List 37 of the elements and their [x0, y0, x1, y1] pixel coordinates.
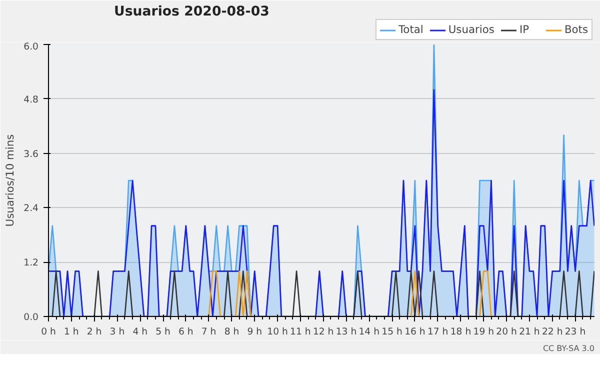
x-tick-label: 6 h	[178, 326, 194, 338]
x-tick-label: 7 h	[201, 326, 216, 338]
x-tick-label: 15 h	[382, 326, 402, 338]
y-tick-label: 2.4	[24, 203, 39, 214]
x-tick-label: 21 h	[519, 326, 540, 338]
x-tick-label: 2 h	[86, 326, 102, 338]
x-tick-label: 13 h	[336, 326, 357, 338]
x-tick-label: 5 h	[156, 326, 171, 338]
x-tick-label: 23 h	[564, 326, 586, 338]
x-tick-label: 9 h	[247, 326, 262, 338]
x-tick-label: 17 h	[427, 326, 448, 338]
y-tick-label: 6.0	[24, 42, 39, 52]
x-tick-label: 12 h	[312, 326, 334, 338]
x-tick-label: 1 h	[64, 326, 79, 338]
chart-title: Usuarios 2020-08-03	[114, 4, 270, 20]
legend-label: Total	[398, 23, 424, 36]
x-tick-label: 14 h	[358, 326, 380, 338]
y-tick-label: 3.6	[24, 148, 39, 160]
x-tick-label: 3 h	[110, 326, 125, 338]
x-tick-label: 19 h	[473, 326, 494, 338]
text: CC BY-SA 3.0	[542, 344, 595, 354]
legend-label: Bots	[564, 23, 588, 36]
x-tick-label: 8 h	[224, 326, 240, 338]
y-tick-label: 4.8	[24, 94, 39, 106]
legend-label: Usuarios	[448, 23, 494, 36]
legend-label: IP	[519, 23, 530, 36]
x-tick-label: 0 h	[41, 326, 56, 338]
y-tick-label: 0.0	[24, 312, 39, 323]
y-tick-label: 1.2	[24, 258, 39, 269]
x-tick-label: 22 h	[542, 326, 563, 338]
x-tick-label: 10 h	[267, 326, 288, 338]
x-tick-label: 4 h	[132, 326, 148, 338]
x-tick-label: 20 h	[496, 326, 518, 338]
x-tick-label: 11 h	[290, 326, 311, 338]
x-tick-label: 16 h	[404, 326, 426, 338]
y-axis-title: Usuarios/10 mins	[4, 134, 17, 227]
x-tick-label: 18 h	[450, 326, 472, 338]
